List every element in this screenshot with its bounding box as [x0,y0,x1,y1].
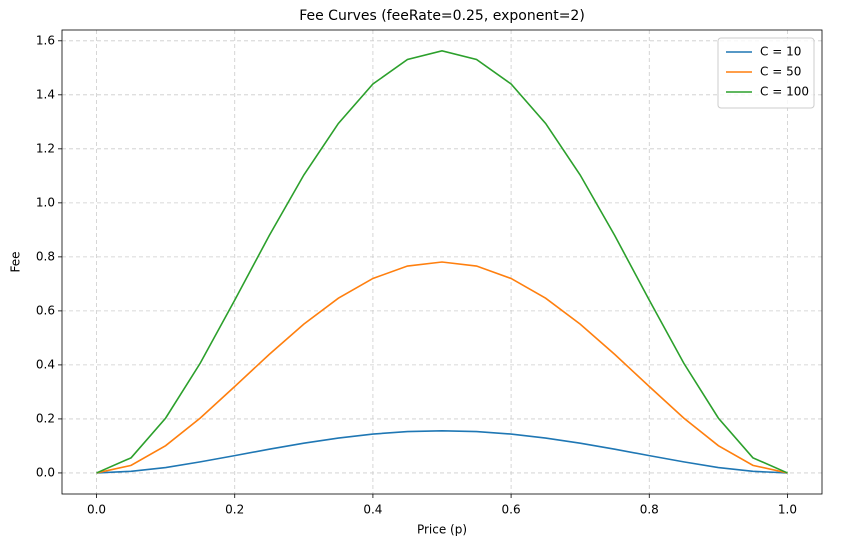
x-tick-label: 1.0 [778,503,797,517]
legend: C = 10 C = 50 C = 100 [717,37,815,109]
y-tick-label: 0.8 [36,249,55,263]
x-tick-label: 0.8 [640,503,659,517]
y-tick-label: 0.2 [36,411,55,425]
y-tick-label: 1.0 [36,195,55,209]
legend-label: C = 100 [760,85,809,99]
y-tick-label: 0.6 [36,303,55,317]
y-tick-label: 1.2 [36,141,55,155]
y-tick-label: 0.4 [36,357,55,371]
series-line [96,49,788,474]
legend-box [717,37,815,109]
y-tick-label: 0.0 [36,465,55,479]
y-axis-label: Fee [9,251,23,272]
legend-label: C = 10 [760,45,801,59]
x-tick-label: 0.0 [87,503,106,517]
x-axis-label: Price (p) [417,523,467,537]
x-tick-label: 0.2 [225,503,244,517]
x-tick-label: 0.4 [363,503,382,517]
y-tick-label: 1.6 [36,33,55,47]
chart-title: Fee Curves (feeRate=0.25, exponent=2) [299,8,585,24]
series-line [96,261,788,474]
y-tick-label: 1.4 [36,87,55,101]
x-tick-label: 0.6 [502,503,521,517]
series-line [96,430,788,474]
legend-label: C = 50 [760,65,801,79]
plot-frame [61,29,823,495]
